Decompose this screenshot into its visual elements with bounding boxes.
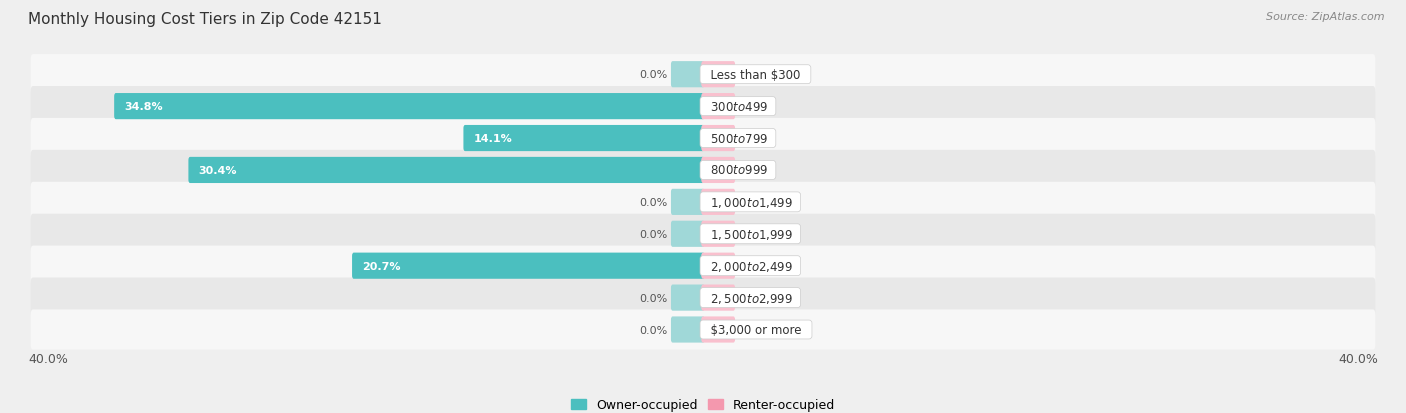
FancyBboxPatch shape xyxy=(31,87,1375,127)
Text: 34.8%: 34.8% xyxy=(124,102,163,112)
Text: 0.0%: 0.0% xyxy=(640,293,668,303)
FancyBboxPatch shape xyxy=(702,285,735,311)
Text: $1,500 to $1,999: $1,500 to $1,999 xyxy=(703,227,797,241)
Text: $500 to $799: $500 to $799 xyxy=(703,132,773,145)
Text: 0.0%: 0.0% xyxy=(738,166,766,176)
Legend: Owner-occupied, Renter-occupied: Owner-occupied, Renter-occupied xyxy=(567,393,839,413)
FancyBboxPatch shape xyxy=(671,62,704,88)
Text: 0.0%: 0.0% xyxy=(640,197,668,207)
FancyBboxPatch shape xyxy=(702,221,735,247)
Text: 0.0%: 0.0% xyxy=(738,134,766,144)
FancyBboxPatch shape xyxy=(671,189,704,216)
FancyBboxPatch shape xyxy=(31,119,1375,159)
Text: $800 to $999: $800 to $999 xyxy=(703,164,773,177)
Text: Source: ZipAtlas.com: Source: ZipAtlas.com xyxy=(1267,12,1385,22)
Text: 0.0%: 0.0% xyxy=(738,70,766,80)
Text: 0.0%: 0.0% xyxy=(738,229,766,239)
Text: $2,500 to $2,999: $2,500 to $2,999 xyxy=(703,291,797,305)
FancyBboxPatch shape xyxy=(702,62,735,88)
FancyBboxPatch shape xyxy=(671,221,704,247)
Text: $3,000 or more: $3,000 or more xyxy=(703,323,808,336)
FancyBboxPatch shape xyxy=(31,278,1375,318)
FancyBboxPatch shape xyxy=(702,126,735,152)
Text: 30.4%: 30.4% xyxy=(198,166,238,176)
FancyBboxPatch shape xyxy=(31,246,1375,286)
Text: 0.0%: 0.0% xyxy=(640,229,668,239)
FancyBboxPatch shape xyxy=(188,157,704,184)
FancyBboxPatch shape xyxy=(31,182,1375,223)
Text: 0.0%: 0.0% xyxy=(738,293,766,303)
FancyBboxPatch shape xyxy=(671,317,704,343)
Text: 20.7%: 20.7% xyxy=(363,261,401,271)
Text: 40.0%: 40.0% xyxy=(28,353,67,366)
Text: $2,000 to $2,499: $2,000 to $2,499 xyxy=(703,259,797,273)
Text: 0.0%: 0.0% xyxy=(640,325,668,335)
FancyBboxPatch shape xyxy=(352,253,704,279)
Text: 0.0%: 0.0% xyxy=(738,261,766,271)
FancyBboxPatch shape xyxy=(671,285,704,311)
Text: 0.0%: 0.0% xyxy=(738,102,766,112)
FancyBboxPatch shape xyxy=(31,214,1375,254)
Text: 0.0%: 0.0% xyxy=(738,325,766,335)
Text: $1,000 to $1,499: $1,000 to $1,499 xyxy=(703,195,797,209)
Text: 0.0%: 0.0% xyxy=(640,70,668,80)
FancyBboxPatch shape xyxy=(702,317,735,343)
FancyBboxPatch shape xyxy=(702,189,735,216)
Text: Monthly Housing Cost Tiers in Zip Code 42151: Monthly Housing Cost Tiers in Zip Code 4… xyxy=(28,12,382,27)
FancyBboxPatch shape xyxy=(114,94,704,120)
Text: 0.0%: 0.0% xyxy=(738,197,766,207)
FancyBboxPatch shape xyxy=(702,253,735,279)
FancyBboxPatch shape xyxy=(31,310,1375,350)
FancyBboxPatch shape xyxy=(702,157,735,184)
Text: 40.0%: 40.0% xyxy=(1339,353,1378,366)
Text: Less than $300: Less than $300 xyxy=(703,69,808,81)
Text: $300 to $499: $300 to $499 xyxy=(703,100,773,113)
FancyBboxPatch shape xyxy=(31,55,1375,95)
FancyBboxPatch shape xyxy=(464,126,704,152)
FancyBboxPatch shape xyxy=(31,150,1375,190)
Text: 14.1%: 14.1% xyxy=(474,134,512,144)
FancyBboxPatch shape xyxy=(702,94,735,120)
